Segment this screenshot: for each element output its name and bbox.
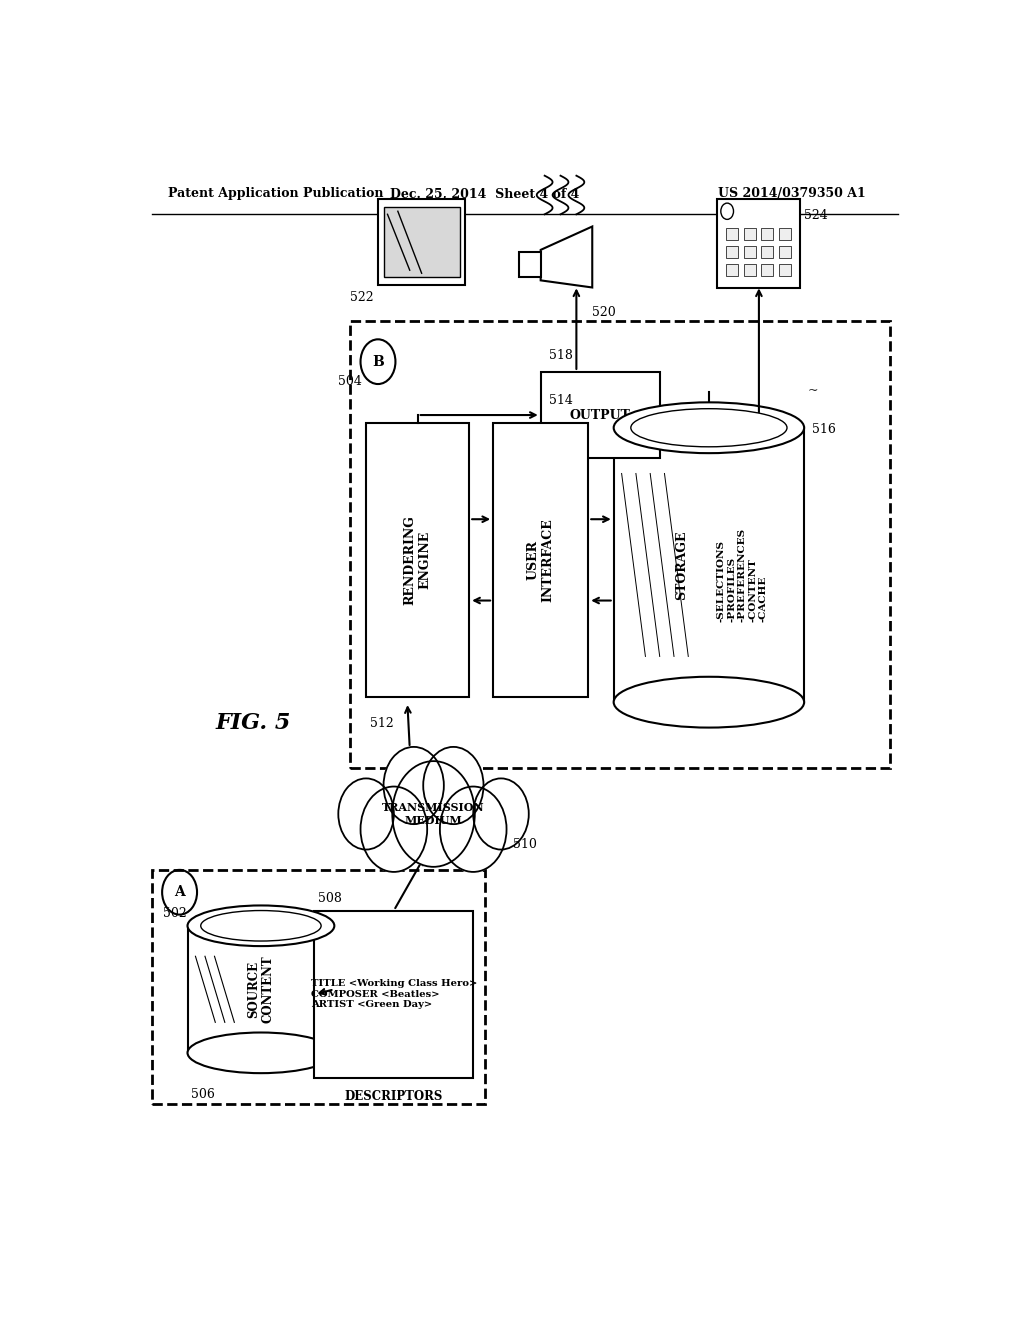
Bar <box>743 264 756 276</box>
Circle shape <box>473 779 528 850</box>
Text: Dec. 25, 2014  Sheet 4 of 4: Dec. 25, 2014 Sheet 4 of 4 <box>390 187 580 201</box>
Polygon shape <box>541 227 592 288</box>
Circle shape <box>384 747 443 824</box>
Text: 508: 508 <box>318 892 342 906</box>
Bar <box>779 264 791 276</box>
Text: -SELECTIONS
-PROFILES
-PREFERENCES
-CONTENT
-CACHE: -SELECTIONS -PROFILES -PREFERENCES -CONT… <box>717 528 767 622</box>
Bar <box>541 372 659 458</box>
Bar <box>779 246 791 257</box>
Text: SOURCE
CONTENT: SOURCE CONTENT <box>247 956 274 1023</box>
Circle shape <box>338 779 394 850</box>
Text: 504: 504 <box>338 375 362 388</box>
Ellipse shape <box>187 1032 334 1073</box>
Text: 518: 518 <box>549 348 572 362</box>
Bar <box>743 246 756 257</box>
Ellipse shape <box>187 906 334 946</box>
Text: 512: 512 <box>370 718 394 730</box>
Text: STORAGE: STORAGE <box>675 531 688 599</box>
Text: 522: 522 <box>350 290 374 304</box>
Bar <box>519 252 542 277</box>
Bar <box>743 227 756 240</box>
Text: A: A <box>174 886 185 899</box>
Text: B: B <box>372 355 384 368</box>
Bar <box>314 911 473 1078</box>
Bar <box>761 246 773 257</box>
Bar <box>350 321 890 768</box>
Bar <box>717 199 800 289</box>
Text: OUTPUT: OUTPUT <box>569 409 631 421</box>
Ellipse shape <box>613 677 804 727</box>
Text: TITLE <Working Class Hero>
COMPOSER <Beatles>
ARTIST <Green Day>: TITLE <Working Class Hero> COMPOSER <Bea… <box>310 979 477 1010</box>
Bar <box>779 227 791 240</box>
Bar <box>152 870 485 1104</box>
Text: US 2014/0379350 A1: US 2014/0379350 A1 <box>718 187 866 201</box>
Circle shape <box>392 762 475 867</box>
Bar <box>726 264 738 276</box>
Bar <box>187 925 334 1053</box>
Text: USER
INTERFACE: USER INTERFACE <box>526 517 555 602</box>
Bar <box>726 227 738 240</box>
Bar <box>384 207 460 277</box>
Bar <box>613 428 804 702</box>
Text: 510: 510 <box>513 838 537 851</box>
Text: 516: 516 <box>812 422 836 436</box>
Text: ~: ~ <box>808 384 818 397</box>
Text: 506: 506 <box>191 1089 215 1101</box>
Text: Patent Application Publication: Patent Application Publication <box>168 187 383 201</box>
Bar <box>761 227 773 240</box>
Text: TRANSMISSION
MEDIUM: TRANSMISSION MEDIUM <box>382 803 484 826</box>
Bar <box>726 246 738 257</box>
Bar <box>367 422 469 697</box>
Text: 524: 524 <box>804 210 827 222</box>
Text: FIG. 5: FIG. 5 <box>215 711 291 734</box>
Circle shape <box>360 787 427 873</box>
Text: 520: 520 <box>592 306 616 318</box>
Bar <box>494 422 589 697</box>
Circle shape <box>440 787 507 873</box>
Text: 502: 502 <box>163 907 186 920</box>
Circle shape <box>423 747 483 824</box>
Ellipse shape <box>613 403 804 453</box>
Bar <box>378 199 465 285</box>
Text: 514: 514 <box>549 395 572 408</box>
Bar <box>761 264 773 276</box>
Text: RENDERING
ENGINE: RENDERING ENGINE <box>403 515 432 605</box>
Text: DESCRIPTORS: DESCRIPTORS <box>345 1090 443 1104</box>
